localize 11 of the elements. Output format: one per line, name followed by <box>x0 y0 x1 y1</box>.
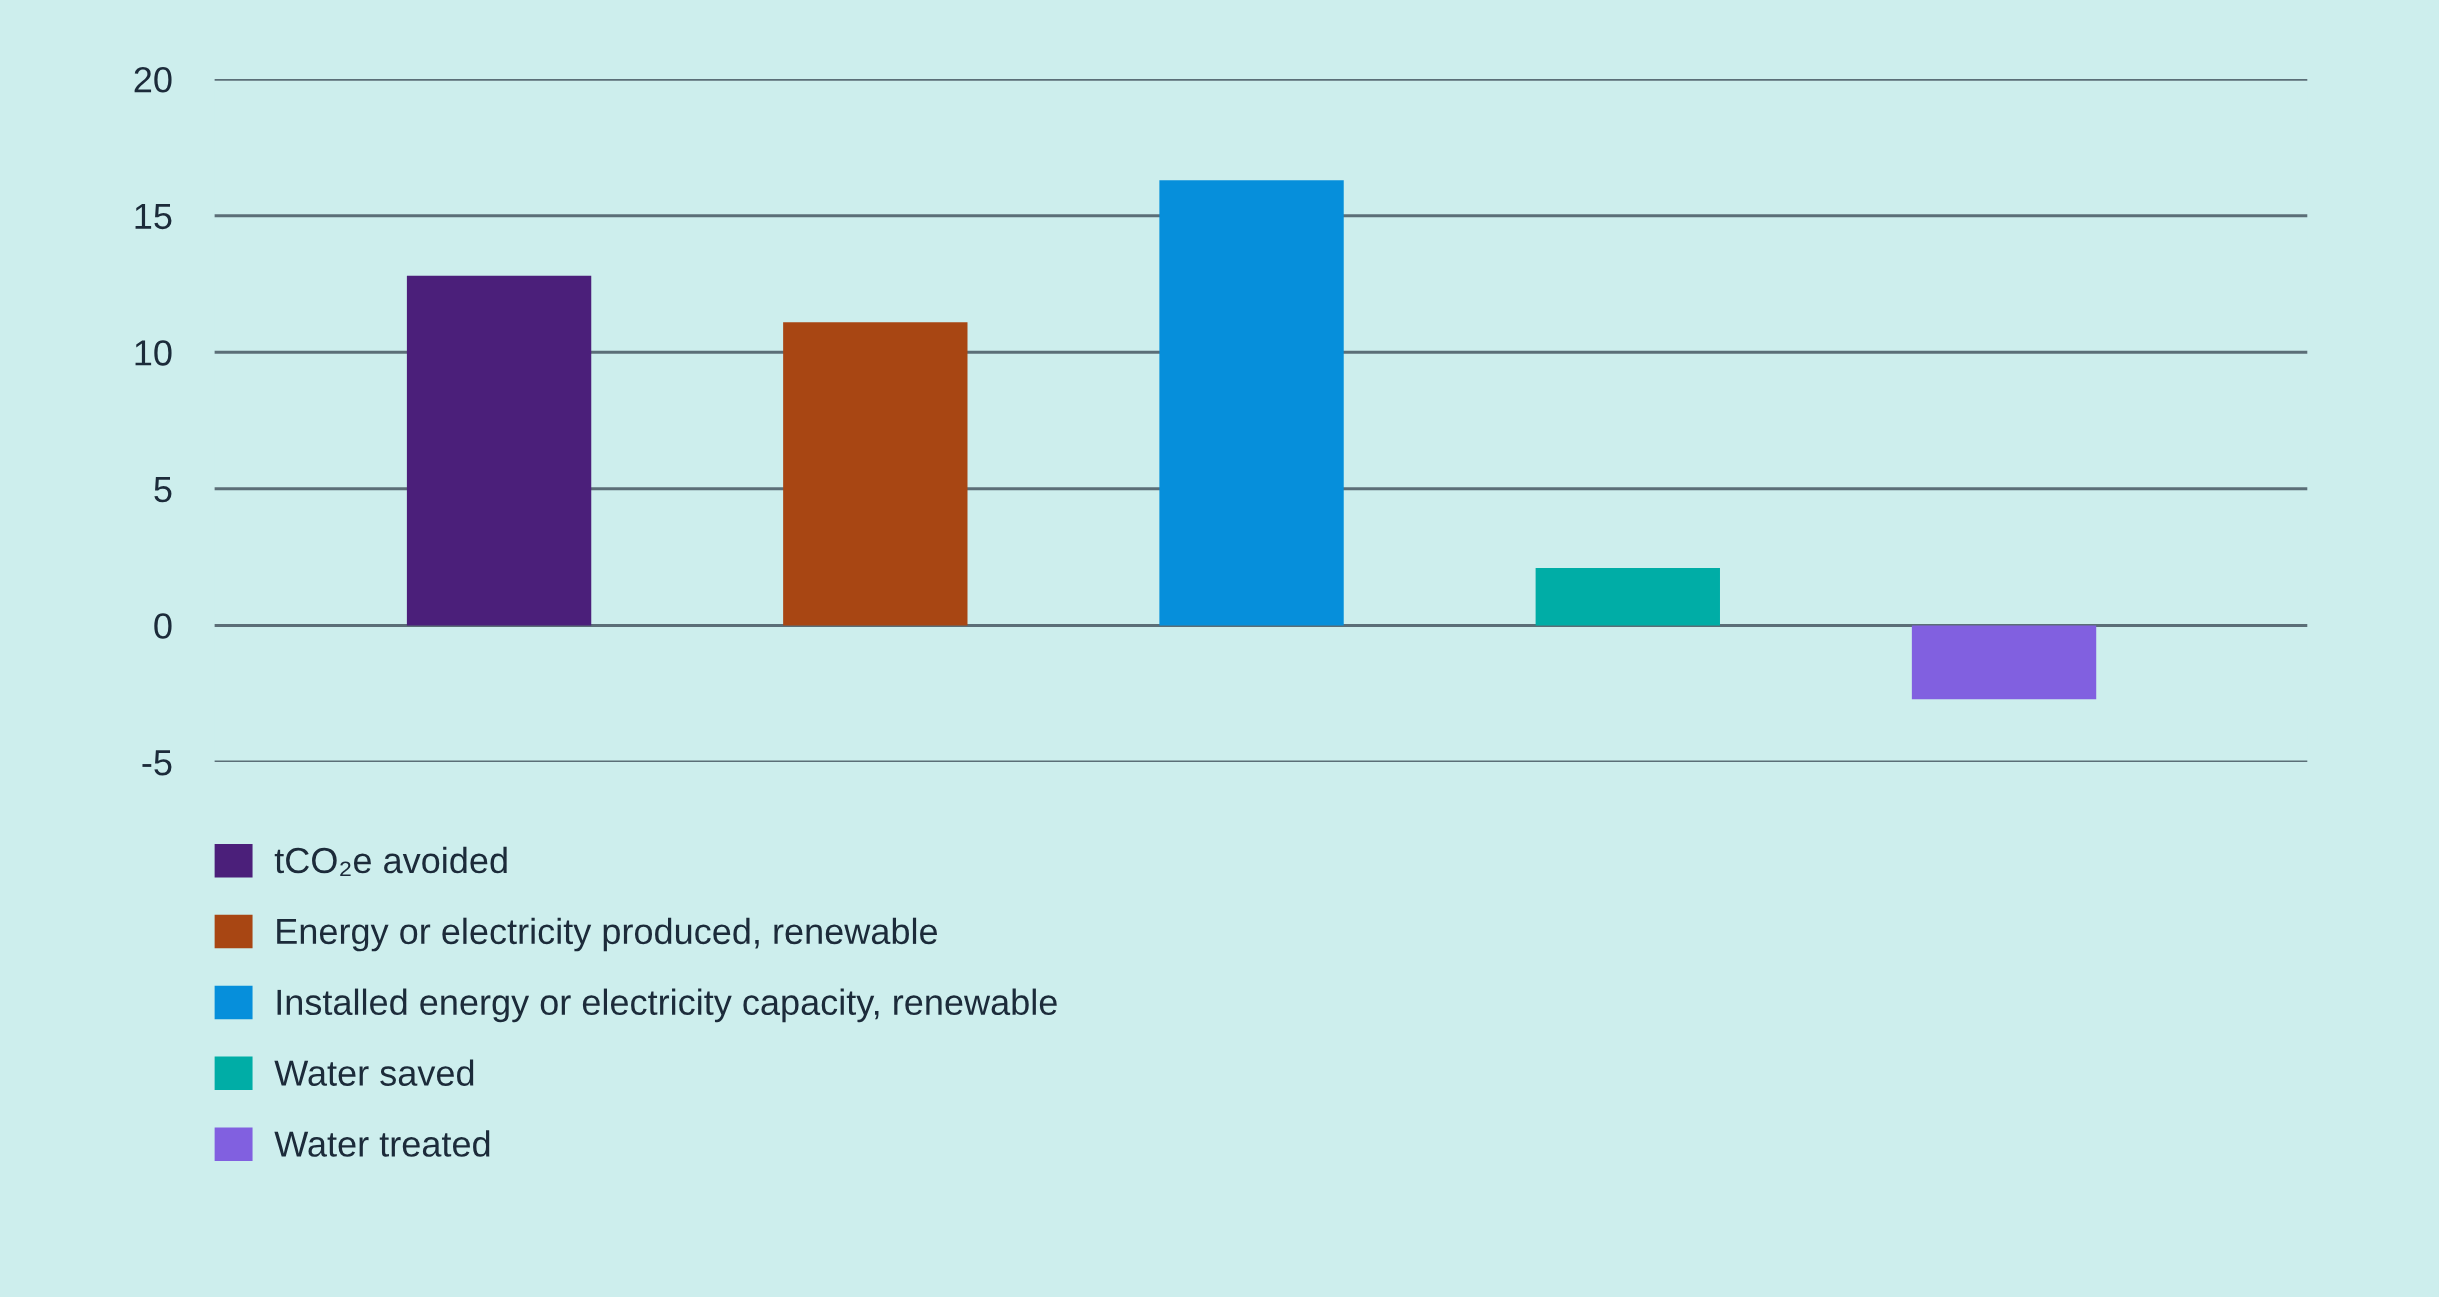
y-tick-label: 15 <box>135 203 172 230</box>
legend-label: Energy or electricity produced, renewable <box>277 917 937 952</box>
legend-label: Water saved <box>274 1059 474 1086</box>
y-tick-label: 5 <box>154 477 172 503</box>
y-tick-label: -5 <box>142 750 172 776</box>
y-tick-label: 20 <box>134 66 172 93</box>
legend-label: tCO₂e avoided <box>274 846 507 877</box>
legend-label: Installed energy or electricity capacity, renewable <box>277 988 1057 1023</box>
y-tick-label: 0 <box>154 613 172 639</box>
legend-label: Water treated <box>274 1130 490 1157</box>
y-tick-label: 10 <box>135 340 172 366</box>
